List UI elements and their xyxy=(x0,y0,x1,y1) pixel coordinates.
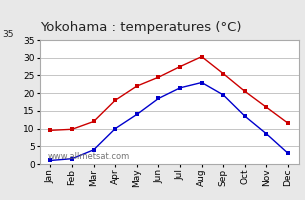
Text: Yokohama : temperatures (°C): Yokohama : temperatures (°C) xyxy=(40,21,241,34)
Text: 35: 35 xyxy=(2,30,14,39)
Text: www.allmetsat.com: www.allmetsat.com xyxy=(47,152,130,161)
